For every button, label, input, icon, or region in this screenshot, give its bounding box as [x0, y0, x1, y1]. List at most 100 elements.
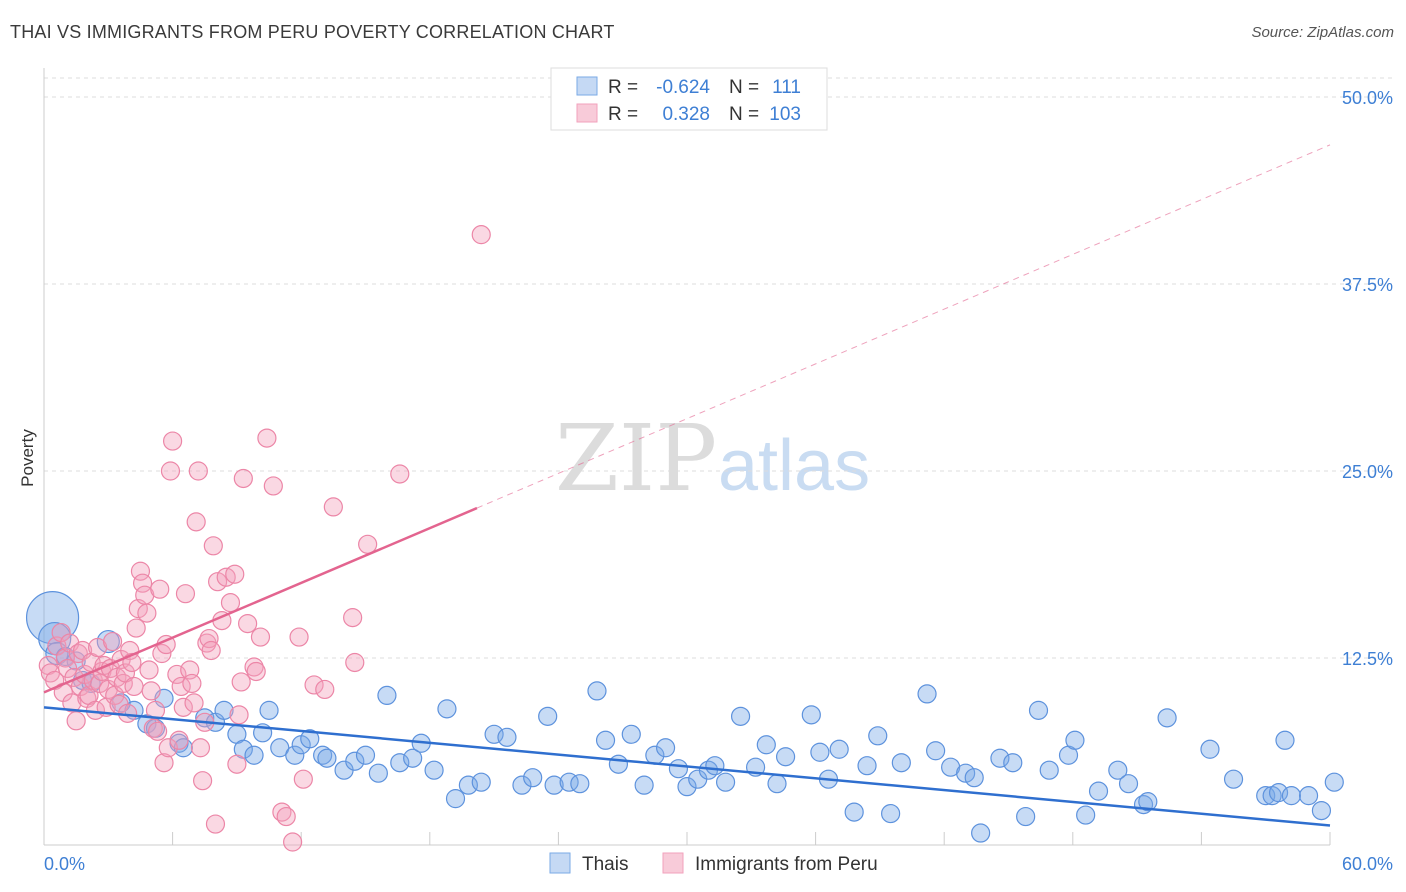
stats-r-value-1: -0.624 — [656, 77, 710, 98]
thais-point-61 — [705, 756, 725, 776]
thais-point-91 — [1088, 781, 1109, 801]
thais-point-76 — [891, 753, 911, 773]
peru-point-11 — [66, 711, 86, 731]
thais-point-77 — [917, 684, 937, 704]
thais-point-69 — [810, 742, 830, 762]
peru-trend-extension — [476, 144, 1331, 509]
peru-point-91 — [276, 806, 296, 827]
thais-point-66 — [767, 774, 787, 794]
legend-swatch-peru — [662, 852, 684, 874]
peru-point-80 — [227, 754, 247, 774]
thais-point-26 — [300, 729, 320, 749]
peru-point-73 — [203, 536, 223, 556]
series-legend: Thais Immigrants from Peru — [549, 852, 878, 875]
thais-point-83 — [990, 748, 1010, 768]
peru-point-71 — [199, 628, 219, 649]
data-points — [25, 225, 1344, 852]
stats-n-label-2: N = — [729, 104, 759, 125]
thais-point-95 — [1138, 792, 1158, 812]
y-tick-label-3: 50.0% — [1342, 88, 1393, 108]
peru-point-82 — [231, 672, 251, 692]
thais-point-85 — [1016, 806, 1036, 827]
peru-point-66 — [188, 461, 208, 481]
thais-point-72 — [844, 802, 864, 822]
stats-r-label-2: R = — [608, 104, 638, 125]
thais-point-46 — [538, 706, 558, 726]
stats-swatch-blue — [576, 76, 598, 96]
peru-point-52 — [154, 753, 174, 773]
thais-point-49 — [570, 774, 590, 794]
peru-point-57 — [167, 664, 187, 685]
thais-point-74 — [868, 726, 888, 746]
stats-n-label-1: N = — [729, 77, 759, 98]
peru-point-34 — [115, 663, 136, 683]
thais-point-62 — [715, 772, 736, 792]
peru-point-84 — [238, 613, 258, 634]
y-tick-label-2: 37.5% — [1342, 275, 1393, 295]
peru-point-51 — [152, 643, 172, 664]
thais-point-103 — [1281, 786, 1302, 806]
watermark-atlas: atlas — [718, 426, 870, 506]
peru-point-59 — [171, 676, 191, 697]
peru-point-96 — [315, 679, 335, 700]
peru-point-61 — [175, 584, 196, 604]
thais-point-57 — [668, 759, 689, 779]
thais-point-82 — [971, 823, 991, 843]
thais-point-78 — [926, 741, 946, 761]
peru-point-79 — [225, 564, 245, 584]
peru-point-28 — [102, 631, 123, 652]
peru-point-88 — [257, 428, 277, 448]
peru-point-78 — [220, 593, 241, 613]
thais-point-106 — [1324, 772, 1344, 792]
thais-point-102 — [1275, 730, 1295, 750]
thais-point-67 — [775, 747, 796, 767]
stats-r-value-2: 0.328 — [662, 104, 710, 125]
peru-point-45 — [139, 660, 159, 680]
peru-point-74 — [205, 814, 226, 834]
peru-point-75 — [208, 572, 228, 592]
peru-point-92 — [283, 832, 303, 852]
peru-point-72 — [201, 640, 221, 661]
chart-title: THAI VS IMMIGRANTS FROM PERU POVERTY COR… — [10, 22, 615, 42]
thais-point-45 — [523, 768, 543, 788]
stats-swatch-pink — [576, 103, 598, 123]
peru-point-89 — [263, 476, 283, 496]
thais-point-41 — [471, 772, 491, 792]
thais-point-30 — [345, 751, 365, 771]
stats-legend: R = -0.624 N = 111 R = 0.328 N = 103 — [550, 67, 828, 131]
x-tick-label-1: 60.0% — [1342, 854, 1393, 874]
legend-label-peru: Immigrants from Peru — [695, 854, 878, 875]
thais-point-39 — [445, 789, 466, 809]
peru-point-83 — [233, 468, 253, 489]
peru-point-48 — [145, 700, 166, 720]
source-label: Source: ZipAtlas.com — [1251, 24, 1394, 41]
thais-point-89 — [1065, 730, 1085, 750]
peru-point-98 — [343, 608, 363, 628]
peru-point-39 — [126, 618, 146, 638]
peru-point-41 — [130, 561, 151, 581]
thais-point-34 — [390, 753, 410, 773]
peru-point-102 — [471, 225, 491, 245]
y-tick-label-0: 12.5% — [1342, 649, 1393, 669]
x-tick-labels: 0.0% 60.0% — [44, 854, 1393, 874]
peru-point-63 — [182, 673, 202, 694]
trend-lines — [43, 144, 1331, 827]
thais-point-24 — [285, 745, 305, 765]
peru-point-99 — [345, 652, 365, 673]
peru-point-65 — [186, 512, 206, 532]
thais-point-80 — [956, 763, 976, 783]
peru-point-58 — [169, 730, 189, 750]
thais-point-71 — [829, 739, 849, 759]
peru-point-81 — [229, 705, 249, 725]
peru-point-54 — [158, 738, 178, 758]
peru-point-38 — [124, 676, 144, 697]
peru-point-87 — [250, 627, 271, 647]
y-tick-label-1: 25.0% — [1342, 462, 1393, 482]
thais-point-35 — [403, 748, 423, 768]
peru-point-50 — [150, 579, 170, 599]
thais-point-22 — [259, 700, 279, 720]
thais-point-56 — [655, 738, 676, 758]
thais-trend-line — [43, 706, 1331, 827]
thais-point-32 — [368, 763, 388, 783]
